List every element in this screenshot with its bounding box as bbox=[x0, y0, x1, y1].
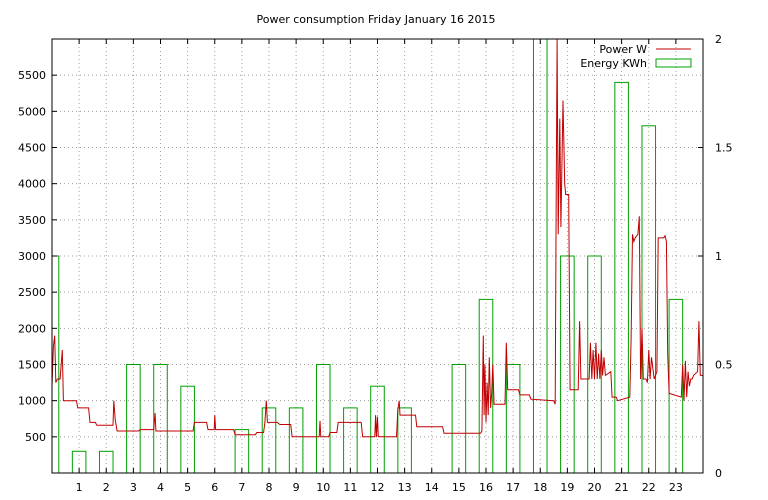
x-tick-label: 8 bbox=[266, 481, 273, 494]
legend-swatch-energy bbox=[655, 58, 692, 68]
x-tick-label: 1 bbox=[76, 481, 83, 494]
x-tick-label: 22 bbox=[642, 481, 656, 494]
legend-label-power: Power W bbox=[599, 43, 647, 56]
energy-bar bbox=[668, 298, 684, 474]
legend: Power W Energy KWh bbox=[580, 43, 692, 70]
y-right-tick-label: 0 bbox=[715, 467, 722, 480]
grid-lines bbox=[52, 39, 703, 473]
axis-ticks: 1 2 3 4 5 6 7 8 9 10 11 12 13 14 15 16 17 18 19 20 21 22 23500… bbox=[18, 33, 733, 494]
x-tick-label: 7 bbox=[238, 481, 245, 494]
y-left-tick-label: 2500 bbox=[18, 286, 46, 299]
x-tick-label: 14 bbox=[425, 481, 439, 494]
x-tick-label: 20 bbox=[588, 481, 602, 494]
power-line bbox=[51, 38, 703, 438]
x-tick-label: 3 bbox=[130, 481, 137, 494]
x-tick-label: 5 bbox=[184, 481, 191, 494]
x-tick-label: 17 bbox=[506, 481, 520, 494]
y-left-tick-label: 4000 bbox=[18, 178, 46, 191]
y-left-tick-label: 3000 bbox=[18, 250, 46, 263]
energy-bar bbox=[478, 298, 494, 474]
y-left-tick-label: 5000 bbox=[18, 105, 46, 118]
chart-title: Power consumption Friday January 16 2015 bbox=[257, 13, 496, 26]
y-left-tick-label: 3500 bbox=[18, 214, 46, 227]
x-tick-label: 23 bbox=[669, 481, 683, 494]
x-tick-label: 15 bbox=[452, 481, 466, 494]
x-tick-label: 12 bbox=[371, 481, 385, 494]
y-left-tick-label: 1500 bbox=[18, 359, 46, 372]
y-left-tick-label: 2000 bbox=[18, 322, 46, 335]
x-tick-label: 10 bbox=[316, 481, 330, 494]
x-tick-label: 6 bbox=[211, 481, 218, 494]
x-tick-label: 21 bbox=[615, 481, 629, 494]
x-tick-label: 11 bbox=[343, 481, 357, 494]
y-left-tick-label: 1000 bbox=[18, 395, 46, 408]
y-right-tick-label: 2 bbox=[715, 33, 722, 46]
energy-bar bbox=[451, 364, 467, 474]
x-tick-label: 16 bbox=[479, 481, 493, 494]
energy-bar bbox=[126, 364, 141, 474]
power-line-path bbox=[51, 38, 703, 438]
x-tick-label: 18 bbox=[533, 481, 547, 494]
energy-bar bbox=[505, 364, 521, 474]
legend-label-energy: Energy KWh bbox=[580, 57, 647, 70]
y-right-tick-label: 0.5 bbox=[715, 359, 733, 372]
y-left-tick-label: 4500 bbox=[18, 142, 46, 155]
energy-bars bbox=[51, 38, 684, 474]
x-tick-label: 19 bbox=[560, 481, 574, 494]
energy-bar bbox=[315, 364, 331, 474]
y-left-tick-label: 5500 bbox=[18, 69, 46, 82]
x-tick-label: 13 bbox=[398, 481, 412, 494]
y-left-tick-label: 500 bbox=[25, 431, 46, 444]
energy-bar bbox=[614, 81, 629, 474]
x-tick-label: 2 bbox=[103, 481, 110, 494]
x-tick-label: 9 bbox=[293, 481, 300, 494]
y-right-tick-label: 1.5 bbox=[715, 142, 733, 155]
y-right-tick-label: 1 bbox=[715, 250, 722, 263]
x-tick-label: 4 bbox=[157, 481, 164, 494]
